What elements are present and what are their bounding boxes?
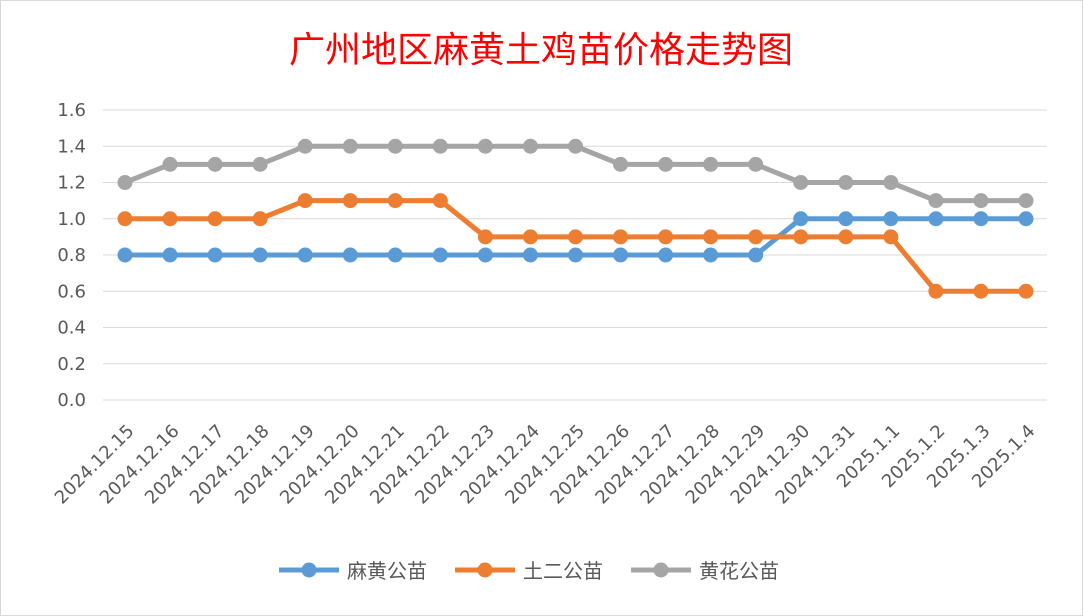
data-point [973, 193, 989, 209]
data-point [613, 247, 629, 263]
data-point [658, 247, 674, 263]
data-point [568, 229, 583, 245]
data-point [883, 211, 899, 227]
data-point [838, 175, 854, 190]
data-point [252, 247, 268, 263]
data-point [748, 247, 764, 263]
data-point [1018, 211, 1034, 227]
data-point [928, 193, 944, 209]
data-point [252, 211, 268, 227]
data-point [838, 229, 854, 245]
y-tick-label: 0.6 [57, 281, 86, 302]
legend-label: 土二公苗 [523, 559, 603, 583]
data-point [838, 211, 854, 227]
data-point [883, 175, 899, 190]
data-point [477, 138, 493, 154]
data-point [928, 211, 944, 227]
data-point [477, 247, 493, 263]
data-point [297, 247, 313, 263]
data-point [1018, 193, 1034, 209]
data-point [117, 175, 133, 190]
legend: 麻黄公苗 土二公苗 黄花公苗 [279, 559, 779, 583]
data-point [162, 211, 178, 227]
data-point [793, 175, 809, 190]
y-tick-label: 1.2 [57, 173, 86, 194]
y-axis-tick-labels: 0.0 0.2 0.4 0.6 0.8 1.0 1.2 1.4 1.6 [57, 100, 86, 411]
data-point [793, 211, 809, 227]
data-point [432, 247, 448, 263]
data-point [117, 247, 133, 263]
series-1 [117, 211, 1034, 263]
data-point [342, 138, 358, 154]
data-point [207, 156, 223, 172]
data-point [613, 229, 629, 245]
data-point [703, 229, 719, 245]
data-point [432, 138, 448, 154]
legend-item: 麻黄公苗 [279, 559, 427, 583]
y-tick-label: 0.8 [57, 245, 86, 266]
data-point [568, 138, 583, 154]
data-point [297, 138, 313, 154]
data-point [568, 247, 583, 263]
data-point [297, 193, 313, 209]
series-2 [117, 193, 1034, 299]
series-lines [117, 138, 1034, 299]
series-3 [117, 138, 1034, 209]
data-point [432, 193, 448, 209]
y-tick-label: 1.0 [57, 209, 86, 230]
legend-swatch-marker [653, 562, 669, 578]
data-point [522, 229, 538, 245]
data-point [748, 156, 764, 172]
data-point [387, 247, 403, 263]
data-point [162, 247, 178, 263]
y-tick-label: 0.4 [57, 318, 86, 339]
data-point [162, 156, 178, 172]
data-point [703, 247, 719, 263]
data-point [207, 247, 223, 263]
data-point [658, 229, 674, 245]
data-point [207, 211, 223, 227]
y-tick-label: 0.2 [57, 354, 86, 375]
data-point [387, 138, 403, 154]
legend-item: 土二公苗 [455, 559, 603, 583]
data-point [658, 156, 674, 172]
data-point [342, 247, 358, 263]
y-tick-label: 1.6 [57, 100, 86, 121]
legend-swatch-marker [477, 562, 493, 578]
y-tick-label: 1.4 [57, 136, 86, 157]
data-point [703, 156, 719, 172]
chart-title: 广州地区麻黄土鸡苗价格走势图 [289, 30, 793, 71]
legend-item: 黄花公苗 [631, 559, 779, 583]
data-point [973, 211, 989, 227]
data-point [342, 193, 358, 209]
data-point [252, 156, 268, 172]
data-point [1018, 283, 1034, 299]
legend-label: 麻黄公苗 [347, 559, 427, 583]
legend-swatch-marker [301, 562, 317, 578]
data-point [387, 193, 403, 209]
data-point [883, 229, 899, 245]
legend-label: 黄花公苗 [699, 559, 779, 583]
data-point [522, 138, 538, 154]
data-point [613, 156, 629, 172]
data-point [748, 229, 764, 245]
data-point [477, 229, 493, 245]
data-point [117, 211, 133, 227]
data-point [522, 247, 538, 263]
data-point [928, 283, 944, 299]
data-point [793, 229, 809, 245]
y-tick-label: 0.0 [57, 390, 86, 411]
data-point [973, 283, 989, 299]
